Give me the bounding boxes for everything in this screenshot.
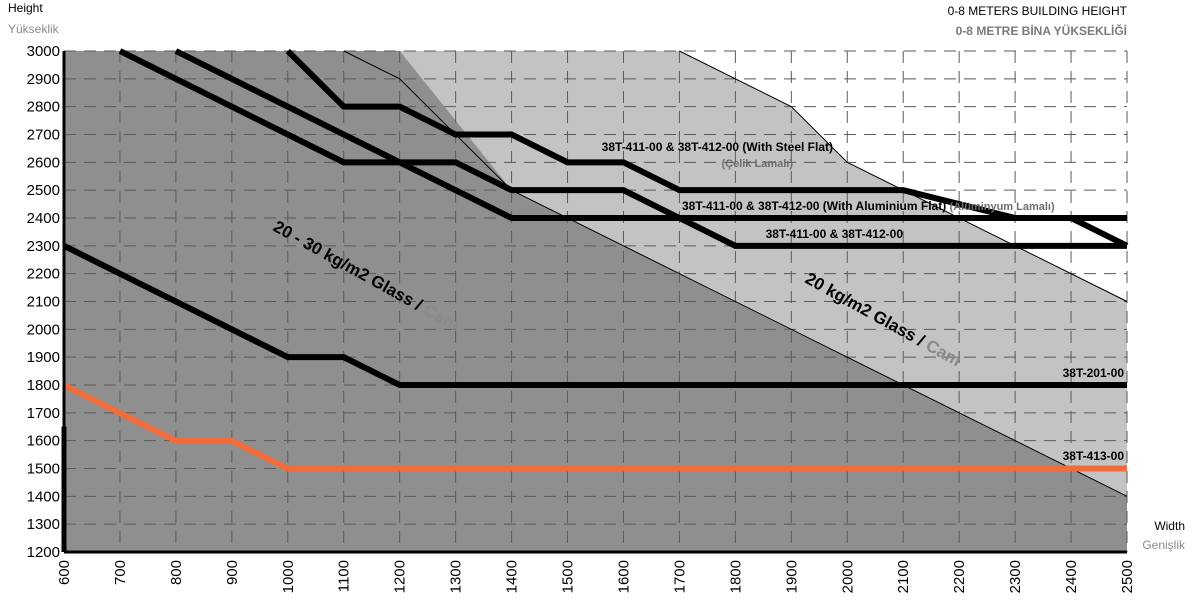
y-tick-label: 2400 [27,210,60,227]
y-tick-label: 2000 [27,321,60,338]
y-tick-label: 1800 [27,377,60,394]
zone-boundary-line [679,50,1128,302]
x-axis-subtitle: Genişlik [1142,538,1186,552]
y-tick-label: 1600 [27,433,60,450]
x-tick-label: 1500 [560,560,577,593]
y-tick-label: 2900 [27,71,60,88]
series-line-4 [62,382,1127,472]
x-tick-label: 1400 [504,560,521,593]
x-tick-label: 1600 [615,560,632,593]
y-tick-label: 2100 [27,294,60,311]
y-tick-label: 1500 [27,461,60,478]
x-axis-title: Width [1154,519,1185,533]
y-tick-label: 2500 [27,182,60,199]
y-tick-label: 2600 [27,154,60,171]
tick-label-layer: 1200 1300 1400 1500 1600 1700 1800 1900 2000 2100… [27,43,1136,593]
x-tick-label: 800 [168,560,185,585]
y-tick-label: 1200 [27,544,60,561]
y-tick-label: 2800 [27,99,60,116]
x-tick-label: 2300 [1007,560,1024,593]
series-sublabel-steel-flat: (Çelik Lamalı) [721,158,793,170]
series-label-steel-flat: 38T-411-00 & 38T-412-00 (With Steel Flat… [602,140,833,154]
x-tick-label: 1300 [448,560,465,593]
x-tick-label: 2400 [1063,560,1080,593]
x-tick-label: 1200 [392,560,409,593]
series-label-aluminium-flat: 38T-411-00 & 38T-412-00 (With Aluminium … [682,199,1055,213]
x-tick-label: 700 [112,560,129,585]
x-tick-label: 600 [56,560,73,585]
y-axis-title: Height [8,1,43,15]
x-tick-label: 2200 [951,560,968,593]
series-line-3 [62,243,1127,388]
y-tick-label: 2200 [27,266,60,283]
x-tick-label: 900 [224,560,241,585]
x-tick-label: 2500 [1119,560,1136,593]
x-tick-label: 2000 [839,560,856,593]
series-label-201: 38T-201-00 [1063,366,1125,380]
y-tick-label: 1400 [27,488,60,505]
x-tick-label: 1100 [336,560,353,592]
series-label-aluminium-sub: (Alüminyum Lamalı) [950,201,1055,213]
y-axis-subtitle: Yükseklik [8,22,60,36]
y-tick-label: 1700 [27,405,60,422]
y-tick-label: 2700 [27,127,60,144]
y-tick-label: 3000 [27,43,60,60]
series-line-2 [118,48,1127,249]
header-line-2: 0-8 METRE BİNA YÜKSEKLİĞİ [956,23,1127,38]
y-tick-label: 1300 [27,516,60,533]
x-tick-label: 1800 [727,560,744,593]
y-tick-label: 2300 [27,238,60,255]
x-tick-label: 1900 [783,560,800,593]
x-tick-label: 2100 [895,560,912,593]
series-label-aluminium-main: 38T-411-00 & 38T-412-00 (With Aluminium … [682,199,946,213]
header-line-1: 0-8 METERS BUILDING HEIGHT [948,4,1128,18]
series-label-basic: 38T-411-00 & 38T-412-00 [766,227,904,241]
axis-layer [61,51,1127,554]
x-tick-label: 1000 [280,560,297,593]
series-layer [62,48,1129,472]
y-tick-label: 1900 [27,349,60,366]
series-label-413: 38T-413-00 [1063,449,1125,463]
x-tick-label: 1700 [671,560,688,593]
